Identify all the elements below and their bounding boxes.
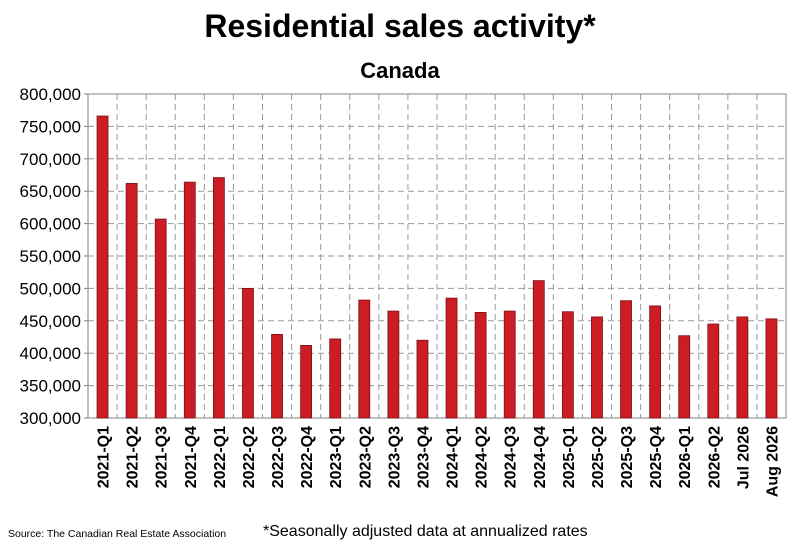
x-tick-label: 2022-Q3 [270,426,287,488]
y-tick-label: 700,000 [20,150,81,169]
y-tick-label: 350,000 [20,377,81,396]
x-tick-label: Aug 2026 [764,426,781,497]
bar [242,287,254,419]
x-tick-label: 2024-Q3 [503,426,520,488]
x-tick-label: 2023-Q4 [415,426,432,488]
y-tick-label: 500,000 [20,279,81,298]
x-tick-label: 2025-Q4 [648,426,665,488]
x-tick-label: 2025-Q3 [619,426,636,488]
x-tick-label: 2023-Q3 [386,426,403,488]
bar [765,318,778,419]
x-tick-label: 2022-Q1 [212,426,229,488]
y-tick-label: 400,000 [20,344,81,363]
x-tick-label: Jul 2026 [735,426,752,489]
y-tick-label: 750,000 [20,117,81,136]
x-tick-label: 2021-Q2 [125,426,142,488]
bar [416,339,429,419]
bar [707,323,720,419]
x-tick-label: 2023-Q2 [357,426,374,488]
bar [503,310,516,419]
x-tick-label: 2025-Q2 [590,426,607,488]
bar [183,181,196,419]
x-tick-label: 2024-Q2 [474,426,491,488]
y-tick-label: 450,000 [20,312,81,331]
bar [736,316,749,419]
chart-subtitle: Canada [360,58,440,83]
bar [125,183,138,419]
x-tick-label: 2025-Q1 [561,426,578,488]
x-tick-label: 2021-Q3 [154,426,171,488]
x-tick-label: 2022-Q4 [299,426,316,488]
y-tick-label: 300,000 [20,409,81,428]
bar [154,218,167,419]
source-note: Source: The Canadian Real Estate Associa… [8,528,227,540]
bar [96,115,109,419]
x-tick-label: 2021-Q1 [96,426,113,488]
chart-title: Residential sales activity* [204,8,596,44]
x-tick-label: 2026-Q1 [677,426,694,488]
y-tick-label: 600,000 [20,215,81,234]
x-tick-label: 2024-Q4 [532,426,549,488]
bar [387,310,400,419]
x-tick-label: 2024-Q1 [445,426,462,488]
bar [649,305,662,419]
bar [532,280,545,419]
bar [212,177,225,419]
bar [561,311,574,419]
bar [271,334,283,419]
y-tick-label: 550,000 [20,247,81,266]
bar [591,316,603,419]
x-tick-label: 2026-Q2 [706,426,723,488]
bar [445,297,458,419]
bar [300,345,313,419]
bar [329,338,342,419]
x-tick-label: 2021-Q4 [183,426,200,488]
footnote: *Seasonally adjusted data at annualized … [263,523,588,540]
bar [358,299,371,419]
bar [474,311,487,419]
x-tick-label: 2023-Q1 [328,426,345,488]
y-tick-label: 800,000 [20,85,81,104]
x-tick-label: 2022-Q2 [241,426,258,488]
y-tick-label: 650,000 [20,182,81,201]
bar [620,300,632,419]
bar [678,335,691,419]
